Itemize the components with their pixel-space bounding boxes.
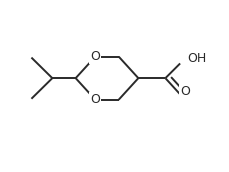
Text: O: O xyxy=(90,50,100,63)
Text: O: O xyxy=(179,85,189,98)
Text: O: O xyxy=(90,93,100,106)
Text: OH: OH xyxy=(186,52,205,65)
